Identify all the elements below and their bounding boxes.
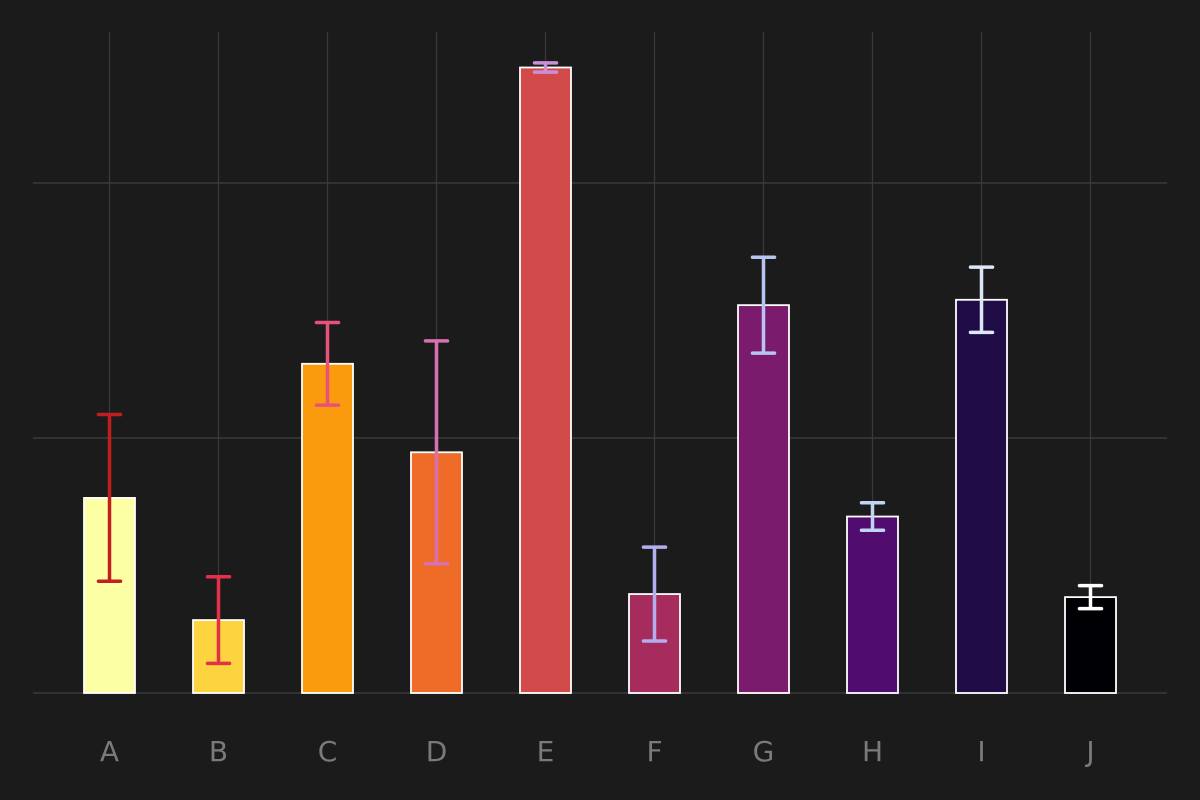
bar-C <box>301 362 354 694</box>
x-tick-label-F: F <box>646 735 662 768</box>
bar-I <box>955 298 1008 694</box>
bar-E <box>519 66 572 694</box>
x-tick-label-A: A <box>100 735 119 768</box>
error-bars <box>96 61 1104 666</box>
bars <box>83 66 1117 694</box>
bar-J <box>1064 596 1117 694</box>
error-bar-G <box>750 255 777 355</box>
error-bar-E <box>532 61 559 74</box>
x-tick-label-I: I <box>977 735 985 768</box>
x-tick-label-C: C <box>318 735 338 768</box>
error-bar-J <box>1077 583 1104 611</box>
x-tick-label-J: J <box>1084 735 1094 768</box>
error-bar-C <box>314 320 341 407</box>
x-tick-label-B: B <box>209 735 228 768</box>
error-bar-F <box>641 545 668 643</box>
error-bar-I <box>968 265 995 335</box>
bar-H <box>846 515 899 694</box>
bar-G <box>737 304 790 694</box>
x-tick-label-D: D <box>426 735 448 768</box>
x-tick-label-G: G <box>753 735 775 768</box>
error-bar-A <box>96 412 123 584</box>
x-tick-label-E: E <box>537 735 555 768</box>
error-bar-D <box>423 339 450 566</box>
bar-A <box>83 497 136 694</box>
error-bar-B <box>205 574 232 666</box>
error-bar-H <box>859 501 886 533</box>
x-tick-label-H: H <box>862 735 883 768</box>
x-tick-labels: A B C D E F G H I J <box>100 735 1095 768</box>
